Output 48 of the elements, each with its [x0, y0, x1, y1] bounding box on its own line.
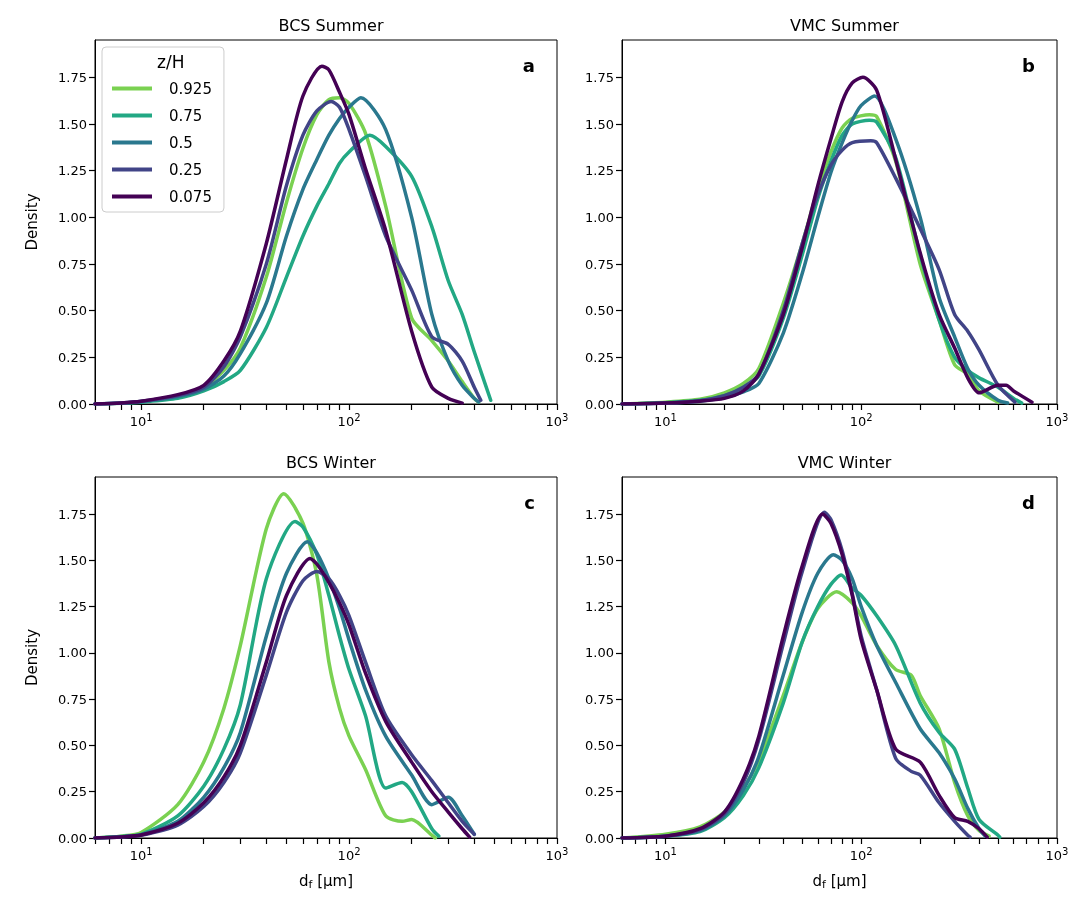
y-axis-title: Density — [22, 193, 41, 251]
y-tick-label: 0.75 — [585, 256, 614, 272]
y-tick-label: 1.25 — [58, 599, 87, 615]
y-tick-label: 0.50 — [585, 303, 614, 319]
legend-label: 0.25 — [169, 160, 203, 179]
y-tick-label: 1.50 — [585, 116, 614, 132]
legend-label: 0.075 — [169, 187, 212, 206]
y-tick-label: 1.00 — [585, 209, 614, 225]
y-tick-label: 1.50 — [585, 552, 614, 568]
legend-label: 0.925 — [169, 79, 212, 98]
annotation: b — [1022, 54, 1036, 76]
y-tick-label: 0.75 — [58, 691, 87, 707]
y-tick-label: 1.25 — [585, 163, 614, 179]
y-tick-label: 0.00 — [585, 396, 614, 412]
y-tick-label: 0.50 — [585, 737, 614, 753]
y-tick-label: 0.00 — [58, 830, 87, 846]
chart-title: BCS Winter — [286, 452, 377, 472]
y-tick-label: 0.00 — [58, 396, 87, 412]
annotation: c — [524, 491, 535, 513]
y-tick-label: 0.25 — [58, 784, 87, 800]
annotation: a — [522, 54, 536, 76]
y-tick-label: 0.25 — [58, 349, 87, 365]
y-tick-label: 1.25 — [585, 599, 614, 615]
y-tick-label: 1.00 — [58, 209, 87, 225]
y-tick-label: 0.75 — [585, 691, 614, 707]
chart-title: BCS Summer — [278, 15, 384, 35]
y-tick-label: 1.75 — [585, 69, 614, 85]
y-axis-title: Density — [22, 628, 41, 687]
y-tick-label: 0.50 — [58, 303, 87, 319]
y-tick-label: 0.00 — [585, 830, 614, 846]
annotation: d — [1022, 491, 1036, 513]
y-tick-label: 1.00 — [585, 645, 614, 661]
y-tick-label: 1.50 — [58, 552, 87, 568]
legend-label: 0.75 — [169, 106, 203, 125]
y-tick-label: 1.75 — [58, 506, 87, 522]
y-tick-label: 1.25 — [58, 163, 87, 179]
y-tick-label: 1.75 — [58, 69, 87, 85]
y-tick-label: 0.25 — [585, 349, 614, 365]
chart-title: VMC Winter — [797, 452, 892, 472]
y-tick-label: 0.50 — [58, 737, 87, 753]
y-tick-label: 1.00 — [58, 645, 87, 661]
chart-title: VMC Summer — [790, 15, 900, 35]
legend-label: 0.5 — [169, 133, 193, 152]
y-tick-label: 1.50 — [58, 116, 87, 132]
y-tick-label: 0.25 — [585, 784, 614, 800]
legend-title: z/H — [157, 51, 185, 72]
y-tick-label: 0.75 — [58, 256, 87, 272]
y-tick-label: 1.75 — [585, 506, 614, 522]
